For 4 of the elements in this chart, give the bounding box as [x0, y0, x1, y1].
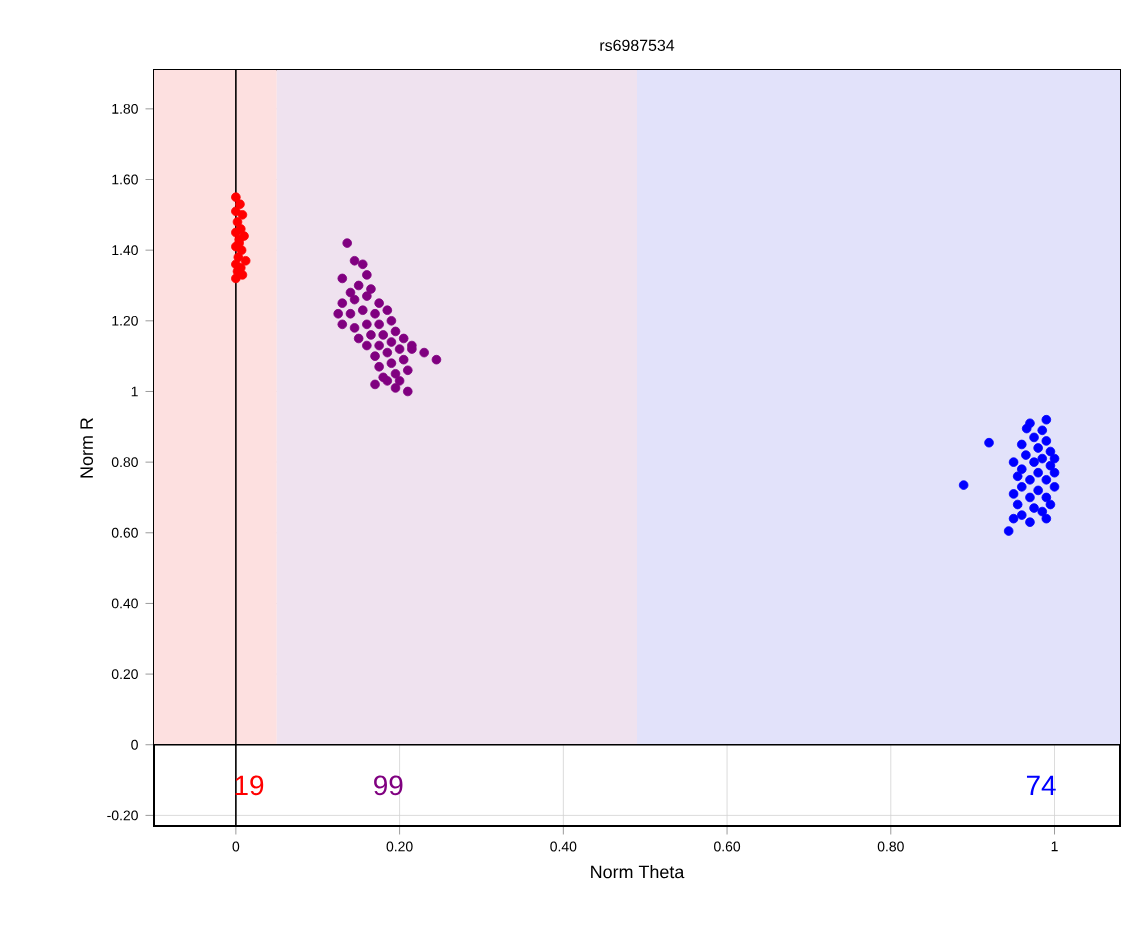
x-axis-title: Norm Theta: [591, 865, 685, 879]
annotation: 74: [1026, 775, 1056, 795]
y-axis-title: Norm R: [80, 417, 93, 478]
annotation: 99: [374, 775, 403, 796]
